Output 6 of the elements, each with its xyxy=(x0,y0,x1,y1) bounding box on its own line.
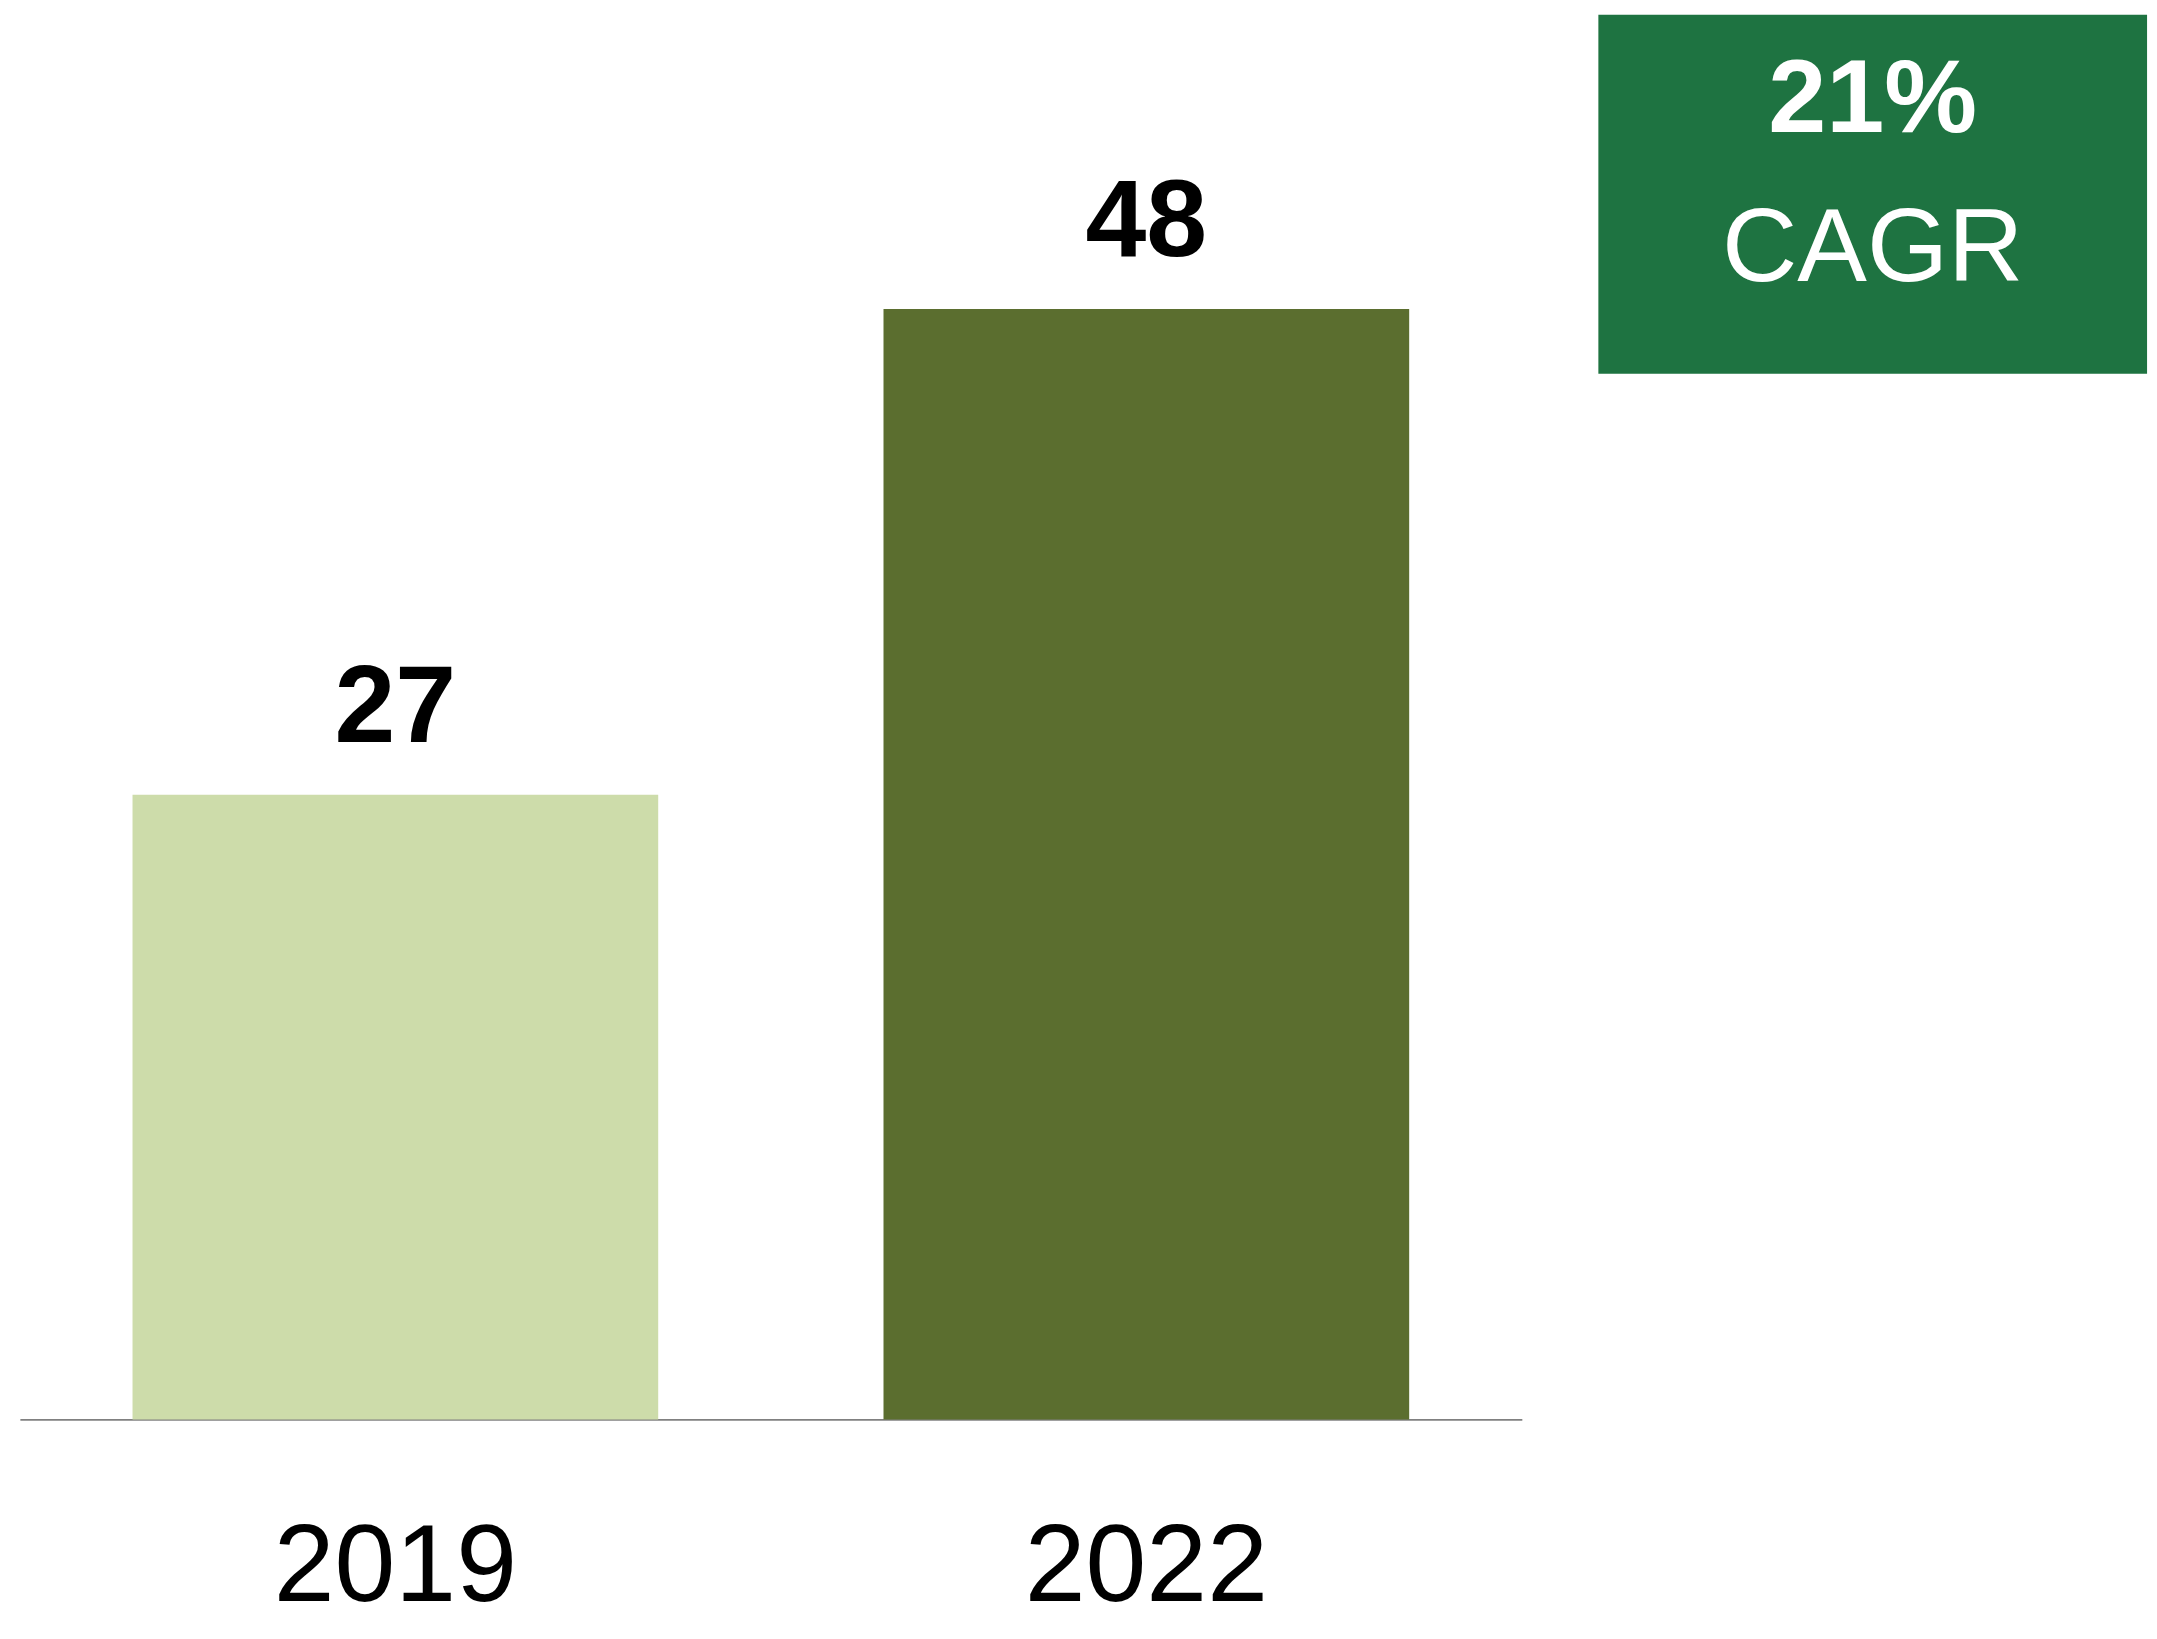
data-label: 48 xyxy=(1085,157,1208,280)
data-label: 27 xyxy=(334,643,457,766)
text: 21% xyxy=(1768,38,1978,155)
x-tick-label: 2019 xyxy=(273,1501,517,1624)
text: CAGR xyxy=(1721,187,2024,304)
x-tick-label: 2022 xyxy=(1024,1501,1268,1624)
